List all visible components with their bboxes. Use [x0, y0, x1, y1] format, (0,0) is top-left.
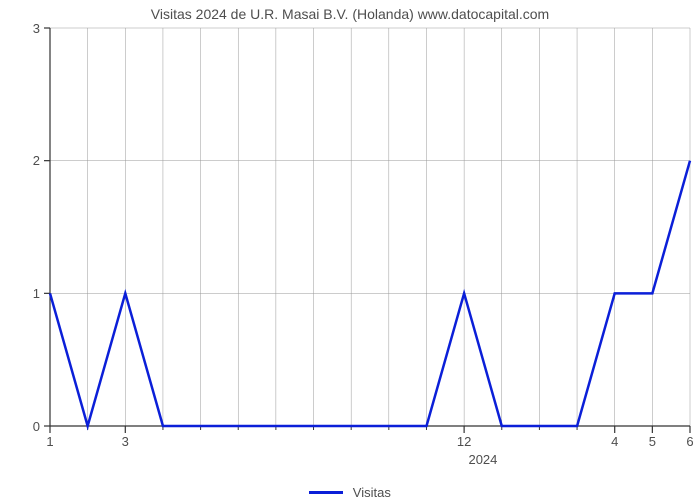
legend: Visitas [0, 484, 700, 500]
x-tick-label: 5 [649, 434, 656, 449]
x-tick-label: 12 [457, 434, 471, 449]
x-tick-label: 6 [686, 434, 693, 449]
legend-swatch [309, 491, 343, 494]
plot-area [50, 28, 690, 438]
x-tick-label: 1 [46, 434, 53, 449]
y-tick-label: 3 [33, 21, 40, 36]
secondary-x-label: 2024 [468, 452, 497, 467]
y-tick-label: 1 [33, 286, 40, 301]
x-tick-label: 4 [611, 434, 618, 449]
chart-title: Visitas 2024 de U.R. Masai B.V. (Holanda… [0, 6, 700, 22]
legend-label: Visitas [353, 485, 391, 500]
x-tick-label: 3 [122, 434, 129, 449]
y-tick-label: 0 [33, 419, 40, 434]
y-tick-label: 2 [33, 153, 40, 168]
